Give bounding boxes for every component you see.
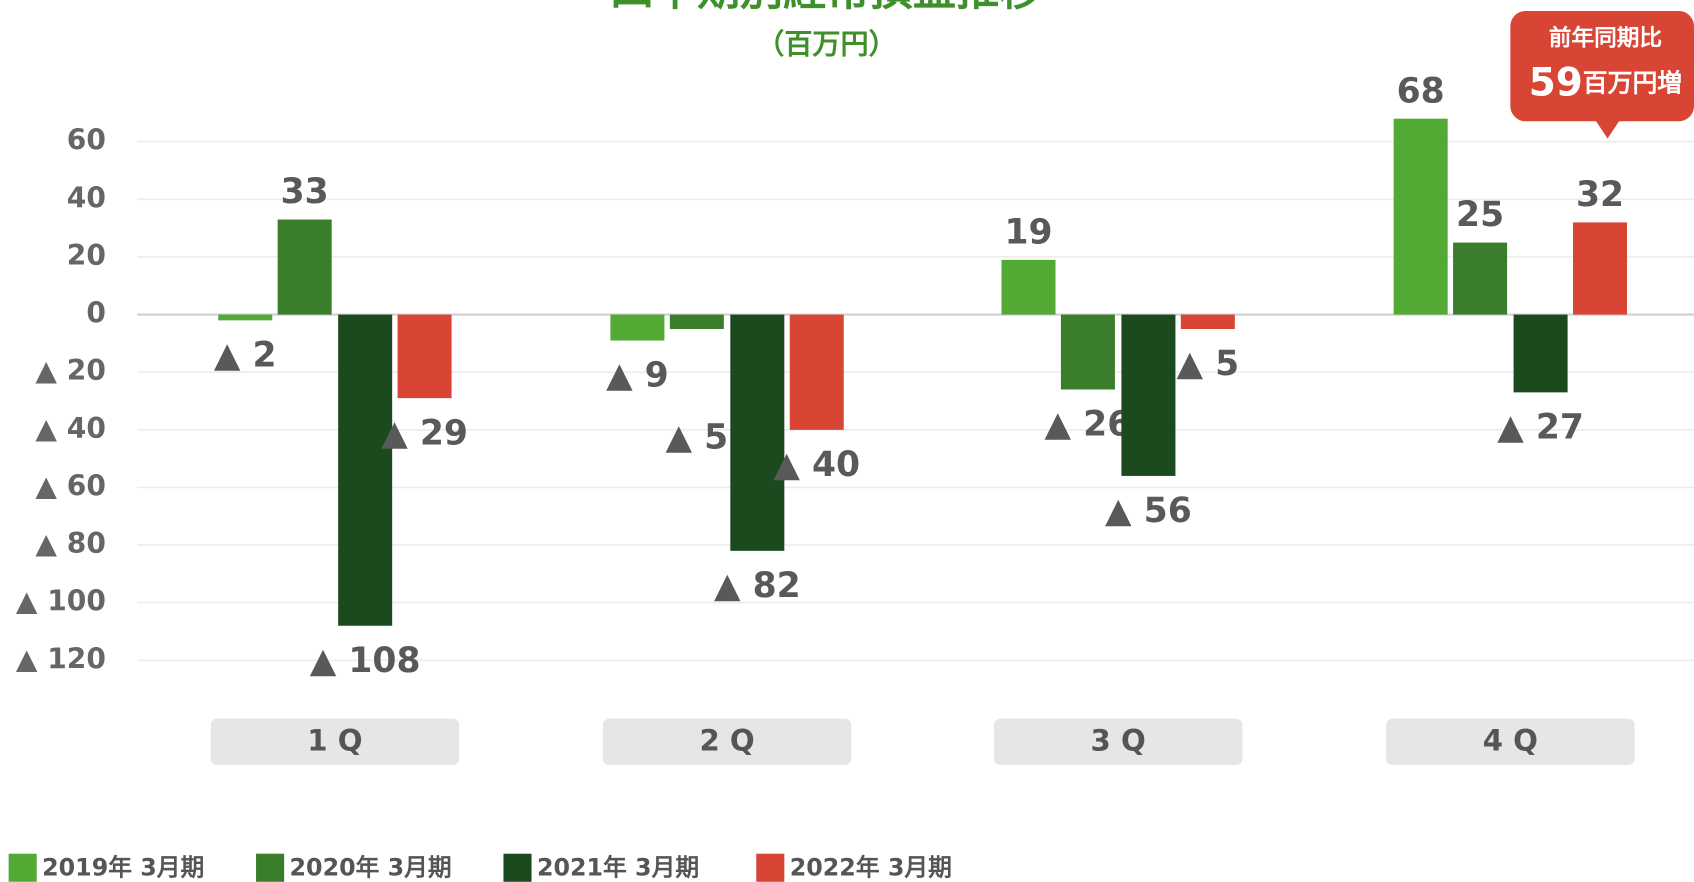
data-label: ▲ 5: [665, 418, 728, 458]
data-label: ▲ 108: [310, 641, 421, 681]
category-box: [993, 718, 1243, 766]
legend-swatch: [503, 853, 532, 882]
bar: [1453, 242, 1508, 315]
legend-swatch: [8, 853, 37, 882]
legend-label: 2021年 3月期: [537, 853, 699, 881]
category-box: [210, 718, 460, 766]
x-tick-label: 2 Q: [699, 723, 754, 757]
data-label: ▲ 27: [1497, 408, 1584, 448]
callout-number: 59: [1529, 60, 1583, 105]
data-label: ▲ 40: [773, 445, 860, 485]
category-box: [602, 718, 852, 766]
bar: [277, 219, 332, 315]
chart-subtitle: （百万円）: [756, 28, 896, 61]
callout-box: [1510, 11, 1694, 122]
chart-title: 四半期別経常損益推移: [610, 0, 1042, 16]
y-tick-label: ▲ 80: [35, 527, 105, 560]
data-label: 68: [1397, 71, 1445, 111]
bar: [610, 314, 665, 341]
y-tick-label: 40: [67, 181, 106, 214]
legend-label: 2019年 3月期: [42, 853, 204, 881]
data-label: 33: [281, 172, 329, 212]
data-label: ▲ 9: [606, 356, 669, 396]
data-label: 19: [1004, 212, 1052, 252]
callout-unit: 百万円増: [1583, 68, 1682, 97]
x-tick-label: 4 Q: [1483, 723, 1538, 757]
category-box: [1386, 718, 1635, 766]
y-tick-label: ▲ 120: [16, 642, 106, 675]
data-label: ▲ 29: [381, 413, 468, 453]
callout-pointer: [1594, 119, 1621, 139]
data-label: ▲ 26: [1045, 405, 1132, 445]
y-tick-label: ▲ 100: [16, 585, 106, 618]
callout-value: 59百万円増: [1529, 60, 1682, 105]
data-label: 32: [1576, 175, 1624, 215]
bar: [1001, 259, 1056, 315]
y-tick-label: ▲ 40: [35, 412, 105, 445]
bar: [1121, 314, 1176, 476]
callout-text: 前年同期比: [1549, 25, 1662, 52]
bar: [1180, 314, 1235, 330]
data-label: 25: [1456, 195, 1504, 235]
bar: [397, 314, 452, 399]
bar: [218, 314, 273, 321]
y-tick-label: 20: [67, 239, 106, 272]
bar: [1393, 118, 1448, 315]
bar: [669, 314, 724, 330]
callout: 前年同期比 59百万円増: [1510, 11, 1694, 139]
bar: [1513, 314, 1568, 393]
x-tick-label: 3 Q: [1091, 723, 1146, 757]
y-tick-label: 0: [86, 297, 106, 330]
data-label: ▲ 82: [714, 566, 801, 606]
data-label: ▲ 5: [1177, 344, 1240, 384]
data-label: ▲ 2: [214, 336, 277, 376]
bar: [1060, 314, 1115, 390]
legend-swatch: [256, 853, 285, 882]
bar: [338, 314, 393, 626]
data-label: ▲ 56: [1105, 491, 1192, 531]
y-tick-label: ▲ 20: [35, 354, 105, 387]
bar: [1573, 222, 1628, 315]
y-tick-label: 60: [67, 124, 106, 157]
bar: [789, 314, 844, 430]
legend-swatch: [756, 853, 785, 882]
bar: [730, 314, 785, 551]
legend-label: 2022年 3月期: [790, 853, 952, 881]
x-tick-label: 1 Q: [307, 723, 362, 757]
legend-label: 2020年 3月期: [290, 853, 452, 881]
y-tick-label: ▲ 60: [35, 469, 105, 502]
